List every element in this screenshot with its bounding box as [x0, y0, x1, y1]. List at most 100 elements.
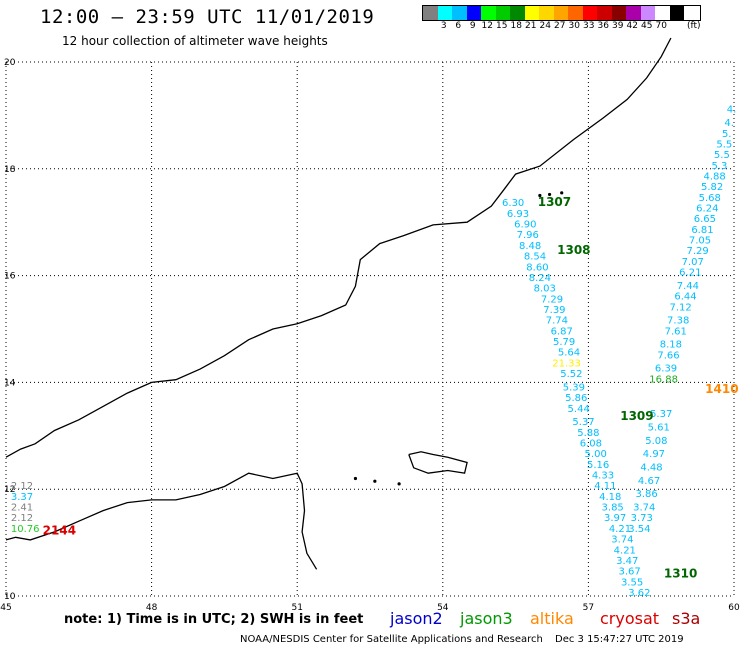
- track-b-value: 4.88: [703, 171, 725, 182]
- track-a-value: 5.79: [553, 337, 575, 348]
- scale-label: 30: [568, 21, 580, 31]
- track-b-value: 5.37: [650, 409, 672, 420]
- track-b-value: 5.5: [714, 150, 730, 161]
- track-a-value: 7.74: [546, 316, 568, 327]
- footer-note: note: 1) Time is in UTC; 2) SWH is in fe…: [64, 612, 364, 627]
- scale-swatch: [481, 6, 496, 20]
- track-b-value: 5.82: [701, 182, 723, 193]
- track-a-value: 21.33: [552, 358, 581, 369]
- scale-swatch: [611, 6, 626, 20]
- track-b-value: 6.81: [691, 225, 713, 236]
- lat-tick-label: 20: [4, 58, 16, 68]
- lon-tick-label: 51: [291, 603, 302, 613]
- islet: [353, 476, 358, 481]
- track-a-value: 5.52: [560, 369, 582, 380]
- track-b-value: 4.97: [643, 449, 665, 460]
- track-b-value: 8.18: [660, 340, 682, 351]
- track-a-value: 3.74: [611, 535, 633, 546]
- track-a-value: 6.93: [507, 209, 529, 220]
- left-track-value: 10.76: [11, 524, 40, 535]
- islet: [373, 479, 377, 483]
- coastline-north: [5, 37, 672, 458]
- track-a-value: 7.29: [541, 294, 563, 305]
- track-b-value: 5.3: [711, 161, 727, 172]
- pass-label: 1308: [557, 243, 590, 257]
- color-scale: 3 6 9 12 15 18 21 24 27 30 33 36 39 42 45 70 (ft): [422, 5, 701, 31]
- track-b-value: 4.: [724, 118, 734, 129]
- scale-label: 15: [496, 21, 508, 31]
- pass-label: 1310: [664, 566, 697, 580]
- lon-tick-label: 57: [583, 603, 594, 613]
- lat-tick-label: 16: [4, 272, 16, 282]
- track-b-value: 4.48: [640, 463, 662, 474]
- track-b-value: 6.21: [679, 268, 701, 279]
- track-b-value: 6.24: [696, 204, 718, 215]
- scale-swatch: [452, 6, 467, 20]
- track-b-value: 7.66: [657, 350, 679, 361]
- track-b-value: 5.08: [645, 436, 667, 447]
- track-a-value: 5.37: [572, 417, 594, 428]
- scale-swatch: [524, 6, 539, 20]
- legend-entry-jason2: jason2: [390, 609, 443, 628]
- track-a-value: 8.48: [519, 241, 541, 252]
- scale-label: 42: [626, 21, 638, 31]
- scale-label: 6: [455, 21, 462, 31]
- scale-label: 18: [510, 21, 522, 31]
- track-a-value: 8.54: [524, 252, 546, 263]
- track-b-value: 6.44: [674, 292, 696, 303]
- lat-tick-label: 14: [4, 378, 16, 388]
- scale-unit: (ft): [687, 21, 701, 31]
- footer-credit: NOAA/NESDIS Center for Satellite Applica…: [240, 634, 543, 645]
- scale-swatch: [510, 6, 525, 20]
- scale-swatch: [626, 6, 641, 20]
- track-a-value: 3.97: [604, 513, 626, 524]
- scale-swatch: [640, 6, 655, 20]
- track-a-value: 6.87: [551, 326, 573, 337]
- track-a-value: 3.67: [619, 567, 641, 578]
- page-subtitle: 12 hour collection of altimeter wave hei…: [62, 34, 328, 48]
- track-b-value: 4.67: [638, 476, 660, 487]
- track-b-value: 5.: [722, 129, 732, 140]
- track-b-value: 7.12: [669, 302, 691, 313]
- scale-label: 39: [612, 21, 624, 31]
- scale-swatch: [597, 6, 612, 20]
- legend-entry-altika: altika: [530, 609, 574, 628]
- track-a-value: 7.96: [517, 230, 539, 241]
- lon-tick-label: 48: [146, 603, 158, 613]
- track-b-value: 7.38: [667, 316, 689, 327]
- lon-tick-label: 45: [0, 603, 11, 613]
- track-b-value: 6.39: [655, 364, 677, 375]
- islet: [547, 192, 552, 197]
- lat-tick-label: 12: [4, 485, 15, 495]
- track-a-value: 6.90: [514, 220, 536, 231]
- track-b-value: 3.74: [633, 503, 655, 514]
- track-a-value: 4.18: [599, 492, 621, 503]
- track-a-value: 7.39: [543, 305, 565, 316]
- lon-tick-label: 60: [728, 603, 740, 613]
- islet: [560, 191, 564, 195]
- pass-label: 1307: [538, 195, 571, 209]
- left-track-value: 2.41: [11, 503, 33, 514]
- scale-label: 9: [469, 21, 476, 31]
- track-a-value: 8.03: [534, 284, 556, 295]
- track-b-value: 3.54: [628, 524, 650, 535]
- track-a-value: 3.62: [628, 588, 650, 599]
- track-b-value: 7.61: [665, 326, 687, 337]
- track-b-value: 5.68: [699, 193, 721, 204]
- coastline-south: [5, 472, 318, 570]
- track-b-value: 5.5: [716, 139, 732, 150]
- scale-swatch: [437, 6, 452, 20]
- scale-swatch: [466, 6, 481, 20]
- scale-swatch: [568, 6, 583, 20]
- track-a-value: 8.60: [526, 262, 548, 273]
- scale-swatch: [553, 6, 568, 20]
- track-a-value: 4.21: [614, 545, 636, 556]
- track-a-value: 5.86: [565, 393, 587, 404]
- scale-label: 24: [539, 21, 551, 31]
- track-b-value: 3.86: [636, 489, 658, 500]
- legend-entry-s3a: s3a: [672, 609, 701, 628]
- track-a-value: 5.64: [558, 348, 580, 359]
- lat-tick-label: 18: [4, 165, 16, 175]
- island-socotra: [408, 451, 468, 474]
- track-a-value: 5.44: [568, 404, 590, 415]
